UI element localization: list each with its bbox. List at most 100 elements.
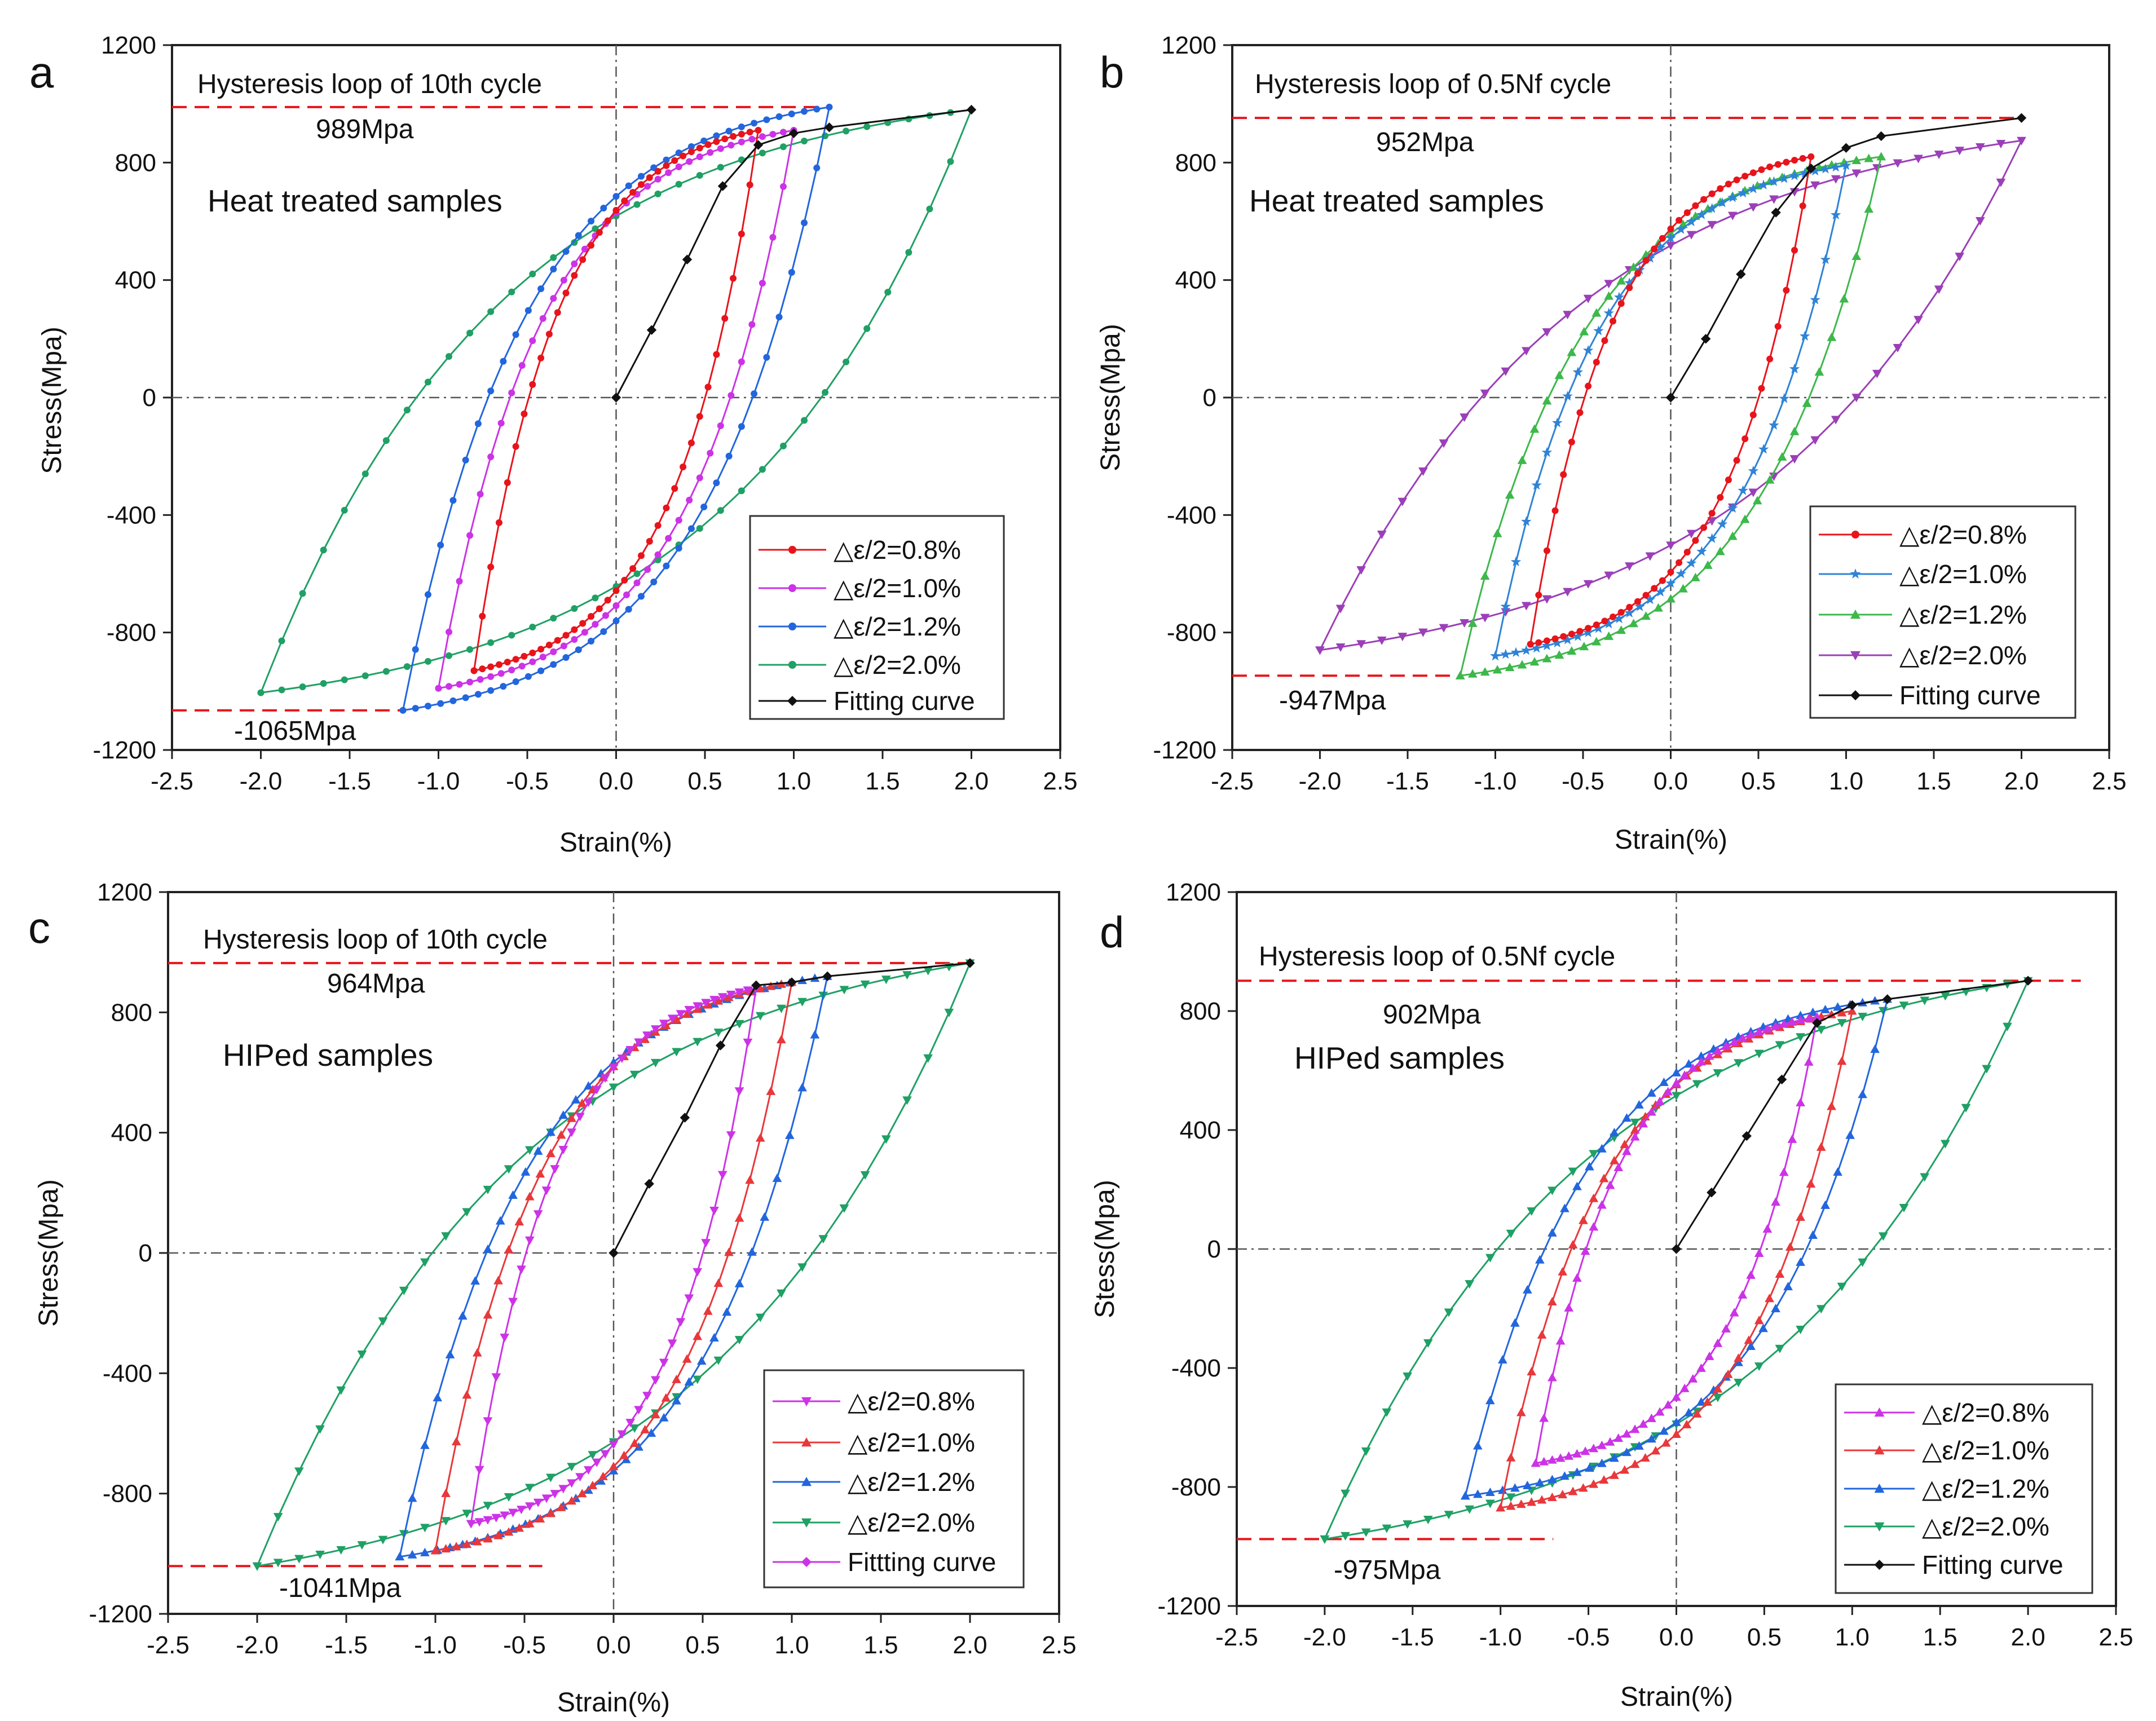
- data-point: [1727, 192, 1738, 202]
- data-point: [521, 411, 528, 418]
- fitting-curve-line: [1676, 979, 2029, 1250]
- data-point: [1473, 1489, 1483, 1498]
- data-point: [1713, 1384, 1723, 1393]
- data-point: [1522, 602, 1531, 611]
- data-point: [1754, 1316, 1764, 1325]
- data-point: [788, 128, 799, 138]
- data-point: [1539, 1413, 1549, 1422]
- data-point: [546, 1127, 555, 1136]
- x-tick-label: -2.5: [151, 767, 193, 795]
- data-point: [535, 1169, 545, 1178]
- data-point: [456, 577, 463, 585]
- data-point: [1774, 161, 1782, 168]
- data-point: [508, 1190, 518, 1199]
- data-point: [1700, 196, 1708, 203]
- data-point: [1582, 345, 1594, 355]
- data-point: [824, 122, 835, 133]
- data-point: [813, 105, 821, 113]
- data-point: [357, 1351, 367, 1360]
- data-point: [1634, 270, 1641, 277]
- x-tick-label: 0.5: [685, 1631, 720, 1659]
- data-point: [642, 1392, 652, 1401]
- data-point: [539, 654, 546, 661]
- data-point: [474, 420, 482, 427]
- y-tick-label: -800: [103, 1480, 152, 1508]
- data-point: [682, 254, 693, 264]
- data-point: [524, 307, 532, 314]
- data-point: [382, 668, 390, 675]
- data-point: [784, 1130, 795, 1139]
- data-point: [1554, 650, 1564, 659]
- data-point: [1644, 253, 1656, 263]
- data-point: [1591, 308, 1602, 317]
- data-point: [1630, 1132, 1640, 1141]
- data-point: [1796, 1033, 1805, 1042]
- data-point: [687, 525, 695, 532]
- data-point: [696, 1356, 707, 1365]
- data-point: [567, 1128, 576, 1137]
- data-point: [863, 123, 871, 130]
- data-point: [707, 149, 714, 156]
- data-point: [675, 517, 682, 524]
- data-point: [1783, 286, 1790, 294]
- data-point: [1758, 443, 1769, 454]
- panel-c-min-label: -1041Mpa: [279, 1573, 401, 1603]
- data-point: [1779, 173, 1790, 183]
- data-point: [654, 551, 662, 558]
- data-point: [512, 656, 519, 663]
- data-point: [1535, 639, 1542, 646]
- data-point: [1975, 217, 1985, 226]
- data-point: [682, 1354, 692, 1363]
- data-point: [1480, 614, 1490, 623]
- legend-marker: [801, 1397, 812, 1406]
- panel-a-letter: a: [29, 47, 54, 97]
- data-point: [1527, 1367, 1537, 1376]
- data-point: [529, 337, 536, 345]
- data-point: [562, 654, 570, 661]
- x-tick-label: 2.5: [1042, 1631, 1076, 1659]
- data-point: [1941, 1140, 1950, 1149]
- data-point: [1423, 1339, 1433, 1348]
- data-point: [671, 485, 678, 492]
- data-point: [1622, 1146, 1632, 1155]
- data-point: [1841, 143, 1851, 153]
- data-point: [588, 218, 595, 225]
- data-point: [588, 637, 595, 645]
- data-point: [1851, 169, 1862, 178]
- data-point: [1560, 1203, 1569, 1212]
- x-tick-label: 1.5: [1923, 1623, 1957, 1651]
- data-point: [1700, 524, 1708, 531]
- data-point: [1403, 1520, 1412, 1529]
- data-point: [1847, 1006, 1857, 1015]
- data-point: [730, 133, 737, 140]
- data-point: [1597, 1458, 1607, 1467]
- data-point: [579, 620, 587, 627]
- data-point: [777, 1035, 786, 1044]
- y-tick-label: 0: [1203, 384, 1216, 412]
- data-point: [554, 637, 561, 644]
- data-point: [1748, 183, 1759, 193]
- hysteresis-loop-series: [1455, 152, 1886, 679]
- data-point: [725, 452, 733, 460]
- data-point: [1872, 369, 1882, 378]
- data-point: [462, 1539, 472, 1548]
- data-point: [759, 280, 766, 287]
- data-point: [1523, 1285, 1532, 1294]
- data-point: [1831, 175, 1841, 184]
- data-point: [1439, 624, 1449, 633]
- data-point: [1717, 518, 1728, 529]
- data-point: [1604, 280, 1614, 289]
- data-point: [1769, 195, 1779, 204]
- data-point: [1807, 153, 1815, 160]
- data-point: [1812, 1018, 1822, 1028]
- data-point: [734, 988, 744, 997]
- data-point: [504, 1245, 514, 1254]
- data-point: [1771, 1197, 1780, 1206]
- data-point: [1547, 1296, 1557, 1305]
- data-point: [1597, 1440, 1607, 1449]
- legend-entry-label: △ε/2=1.0%: [1899, 559, 2027, 589]
- legend-entry-label: △ε/2=1.2%: [1922, 1474, 2049, 1503]
- data-point: [497, 420, 505, 427]
- data-point: [483, 1185, 493, 1194]
- data-point: [420, 1440, 430, 1449]
